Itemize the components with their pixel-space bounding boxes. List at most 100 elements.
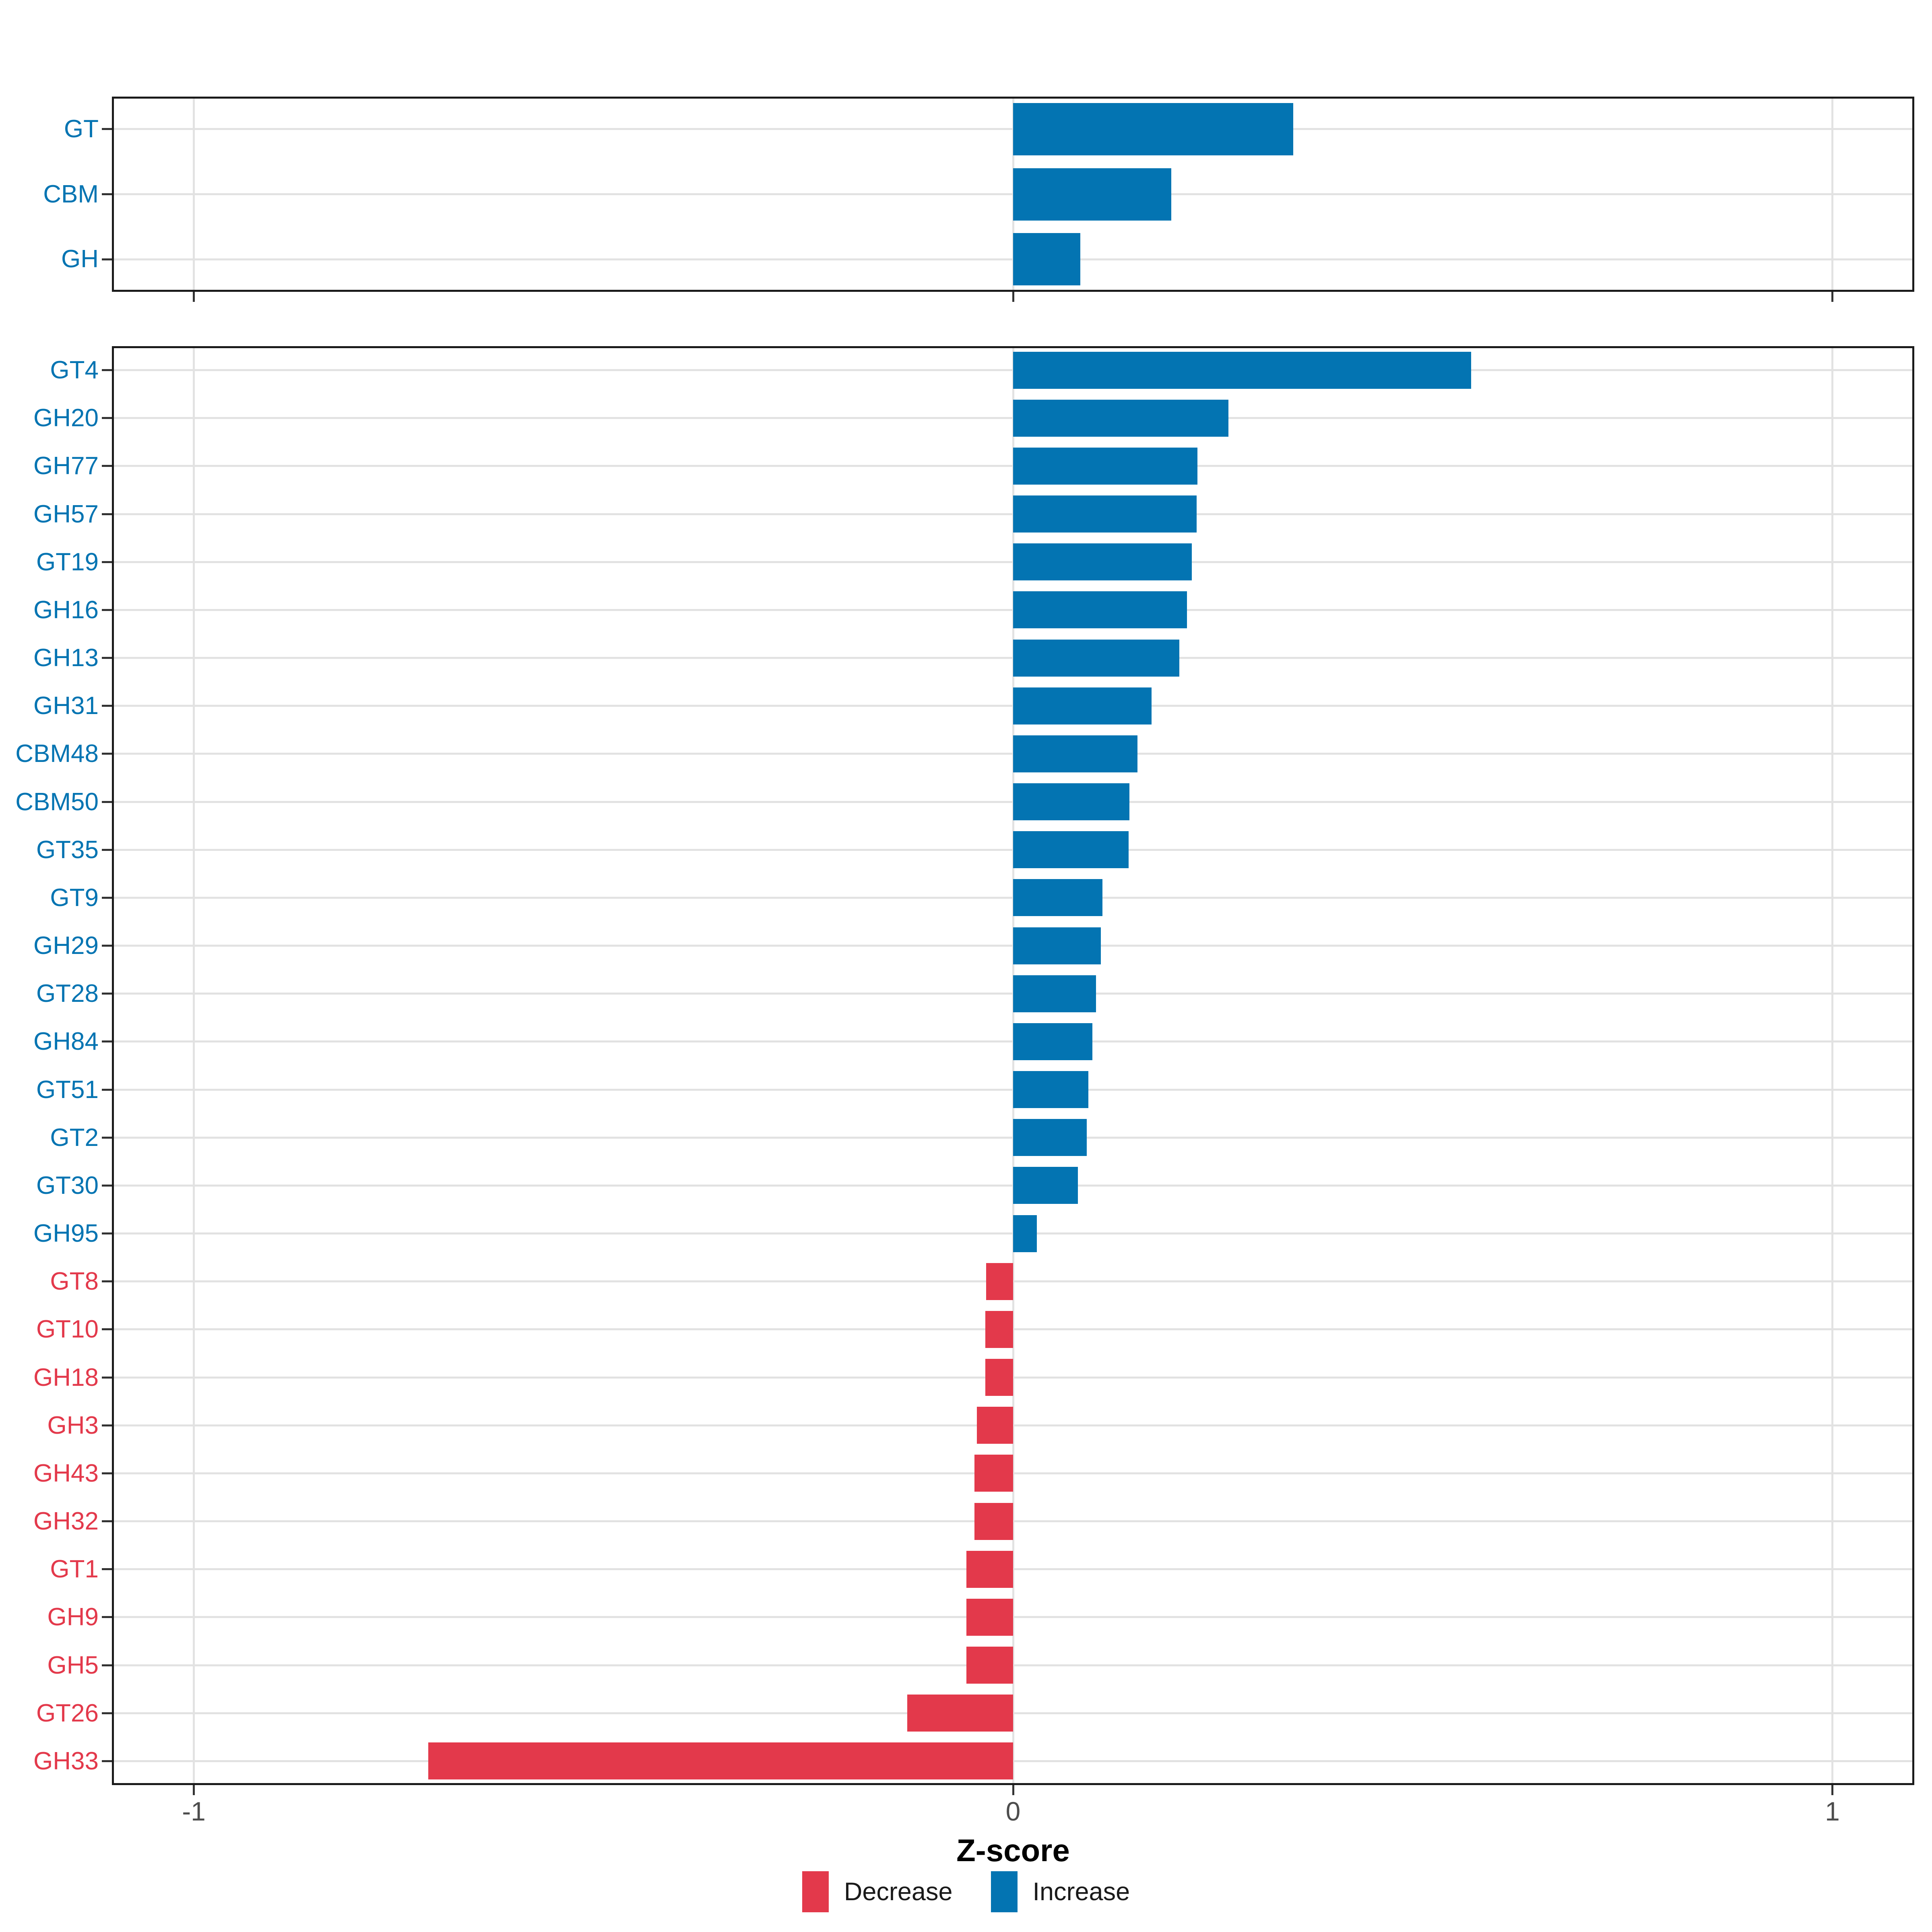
y-tick-GT10 — [102, 1328, 112, 1331]
y-tick-GT28 — [102, 993, 112, 995]
category-label-GT4: GT4 — [50, 356, 99, 384]
bar-GT35 — [1013, 831, 1129, 869]
y-tick-GT1 — [102, 1568, 112, 1571]
category-label-GH20: GH20 — [33, 404, 99, 432]
bar-GH9 — [966, 1598, 1013, 1636]
x-axis-title: Z-score — [956, 1833, 1070, 1868]
bar-GT26 — [907, 1695, 1013, 1732]
bar-GH20 — [1013, 399, 1229, 437]
x-tick-label-0: 0 — [1005, 1796, 1021, 1826]
bar-GH29 — [1013, 927, 1101, 964]
y-tick-GH32 — [102, 1520, 112, 1523]
y-tick-GH18 — [102, 1376, 112, 1379]
category-label-GH5: GH5 — [47, 1651, 99, 1679]
y-tick-CBM50 — [102, 801, 112, 803]
gridline-x-0 — [1012, 346, 1014, 1785]
y-tick-GT9 — [102, 896, 112, 899]
x-tick-1-panel2 — [1831, 1785, 1833, 1795]
x-tick-label-1: 1 — [1825, 1796, 1840, 1826]
category-label-GH16: GH16 — [33, 596, 99, 624]
bar-GT2 — [1013, 1119, 1087, 1156]
y-tick-GH3 — [102, 1424, 112, 1426]
category-label-GT9: GT9 — [50, 883, 99, 912]
legend-key-decrease-swatch — [802, 1871, 829, 1912]
gridline-row-GH32 — [112, 1520, 1914, 1523]
bar-GH16 — [1013, 591, 1187, 629]
legend: Decrease Increase — [0, 1870, 1932, 1914]
bar-CBM50 — [1013, 783, 1130, 821]
x-tick-1-panel1 — [1831, 292, 1833, 302]
x-tick--1-panel1 — [193, 292, 195, 302]
category-label-GH84: GH84 — [33, 1028, 99, 1056]
category-label-CBM50: CBM50 — [15, 788, 99, 816]
bar-GT19 — [1013, 543, 1192, 581]
bar-GT28 — [1013, 975, 1096, 1012]
y-tick-GH9 — [102, 1616, 112, 1618]
y-tick-GH95 — [102, 1232, 112, 1235]
gridline-row-GH5 — [112, 1664, 1914, 1666]
gridline-row-GH33 — [112, 1760, 1914, 1762]
y-tick-GH43 — [102, 1472, 112, 1474]
category-label-GH43: GH43 — [33, 1459, 99, 1487]
category-label-GT10: GT10 — [36, 1315, 99, 1344]
bar-GT8 — [986, 1263, 1013, 1300]
category-label-GH18: GH18 — [33, 1363, 99, 1391]
legend-label-decrease: Decrease — [844, 1878, 953, 1906]
category-label-GT8: GT8 — [50, 1267, 99, 1296]
bar-GH84 — [1013, 1023, 1093, 1060]
category-label-GT51: GT51 — [36, 1075, 99, 1104]
y-tick-GT35 — [102, 848, 112, 851]
bar-GT10 — [985, 1311, 1013, 1348]
y-tick-GH29 — [102, 945, 112, 947]
category-label-GH29: GH29 — [33, 932, 99, 960]
bar-GT30 — [1013, 1167, 1078, 1204]
bottom-panel — [112, 346, 1914, 1785]
y-tick-GT4 — [102, 369, 112, 372]
bar-GH57 — [1013, 495, 1197, 533]
category-label-GH32: GH32 — [33, 1507, 99, 1535]
gridline-row-GT10 — [112, 1328, 1914, 1331]
bar-GH43 — [974, 1455, 1013, 1492]
gridline-row-GT8 — [112, 1280, 1914, 1283]
bar-CBM — [1013, 168, 1171, 221]
y-tick-GH57 — [102, 513, 112, 515]
bar-GH77 — [1013, 447, 1197, 485]
bar-GT — [1013, 103, 1294, 155]
y-tick-GH31 — [102, 705, 112, 707]
bar-GT4 — [1013, 351, 1471, 389]
category-label-GH33: GH33 — [33, 1747, 99, 1775]
gridline-x--1 — [193, 346, 195, 1785]
gridline-x-1 — [1831, 346, 1833, 1785]
bar-CBM48 — [1013, 735, 1138, 772]
category-label-GT26: GT26 — [36, 1699, 99, 1727]
gridline-row-GH3 — [112, 1424, 1914, 1426]
category-label-GT: GT — [64, 115, 99, 143]
y-tick-GH13 — [102, 657, 112, 659]
category-label-GH: GH — [61, 245, 99, 273]
category-label-GH3: GH3 — [47, 1411, 99, 1439]
gridline-row-GH43 — [112, 1472, 1914, 1474]
y-tick-GH — [102, 258, 112, 260]
legend-entry-decrease: Decrease — [802, 1871, 953, 1912]
y-tick-GT8 — [102, 1280, 112, 1283]
y-tick-CBM — [102, 193, 112, 195]
y-tick-GH33 — [102, 1760, 112, 1762]
x-tick-0-panel1 — [1012, 292, 1014, 302]
legend-entry-increase: Increase — [991, 1871, 1130, 1912]
category-label-GH57: GH57 — [33, 500, 99, 528]
bar-GH — [1013, 233, 1080, 286]
y-tick-GH5 — [102, 1664, 112, 1666]
category-label-GH13: GH13 — [33, 644, 99, 672]
category-label-GH77: GH77 — [33, 452, 99, 480]
y-tick-CBM48 — [102, 753, 112, 755]
legend-label-increase: Increase — [1032, 1878, 1130, 1906]
x-tick-0-panel2 — [1012, 1785, 1014, 1795]
gridline-row-GT1 — [112, 1568, 1914, 1571]
bar-GH31 — [1013, 687, 1152, 724]
category-label-GT30: GT30 — [36, 1171, 99, 1199]
x-tick--1-panel2 — [193, 1785, 195, 1795]
bar-GH33 — [428, 1742, 1013, 1780]
gridline-row-GT26 — [112, 1712, 1914, 1714]
y-tick-GT26 — [102, 1712, 112, 1714]
